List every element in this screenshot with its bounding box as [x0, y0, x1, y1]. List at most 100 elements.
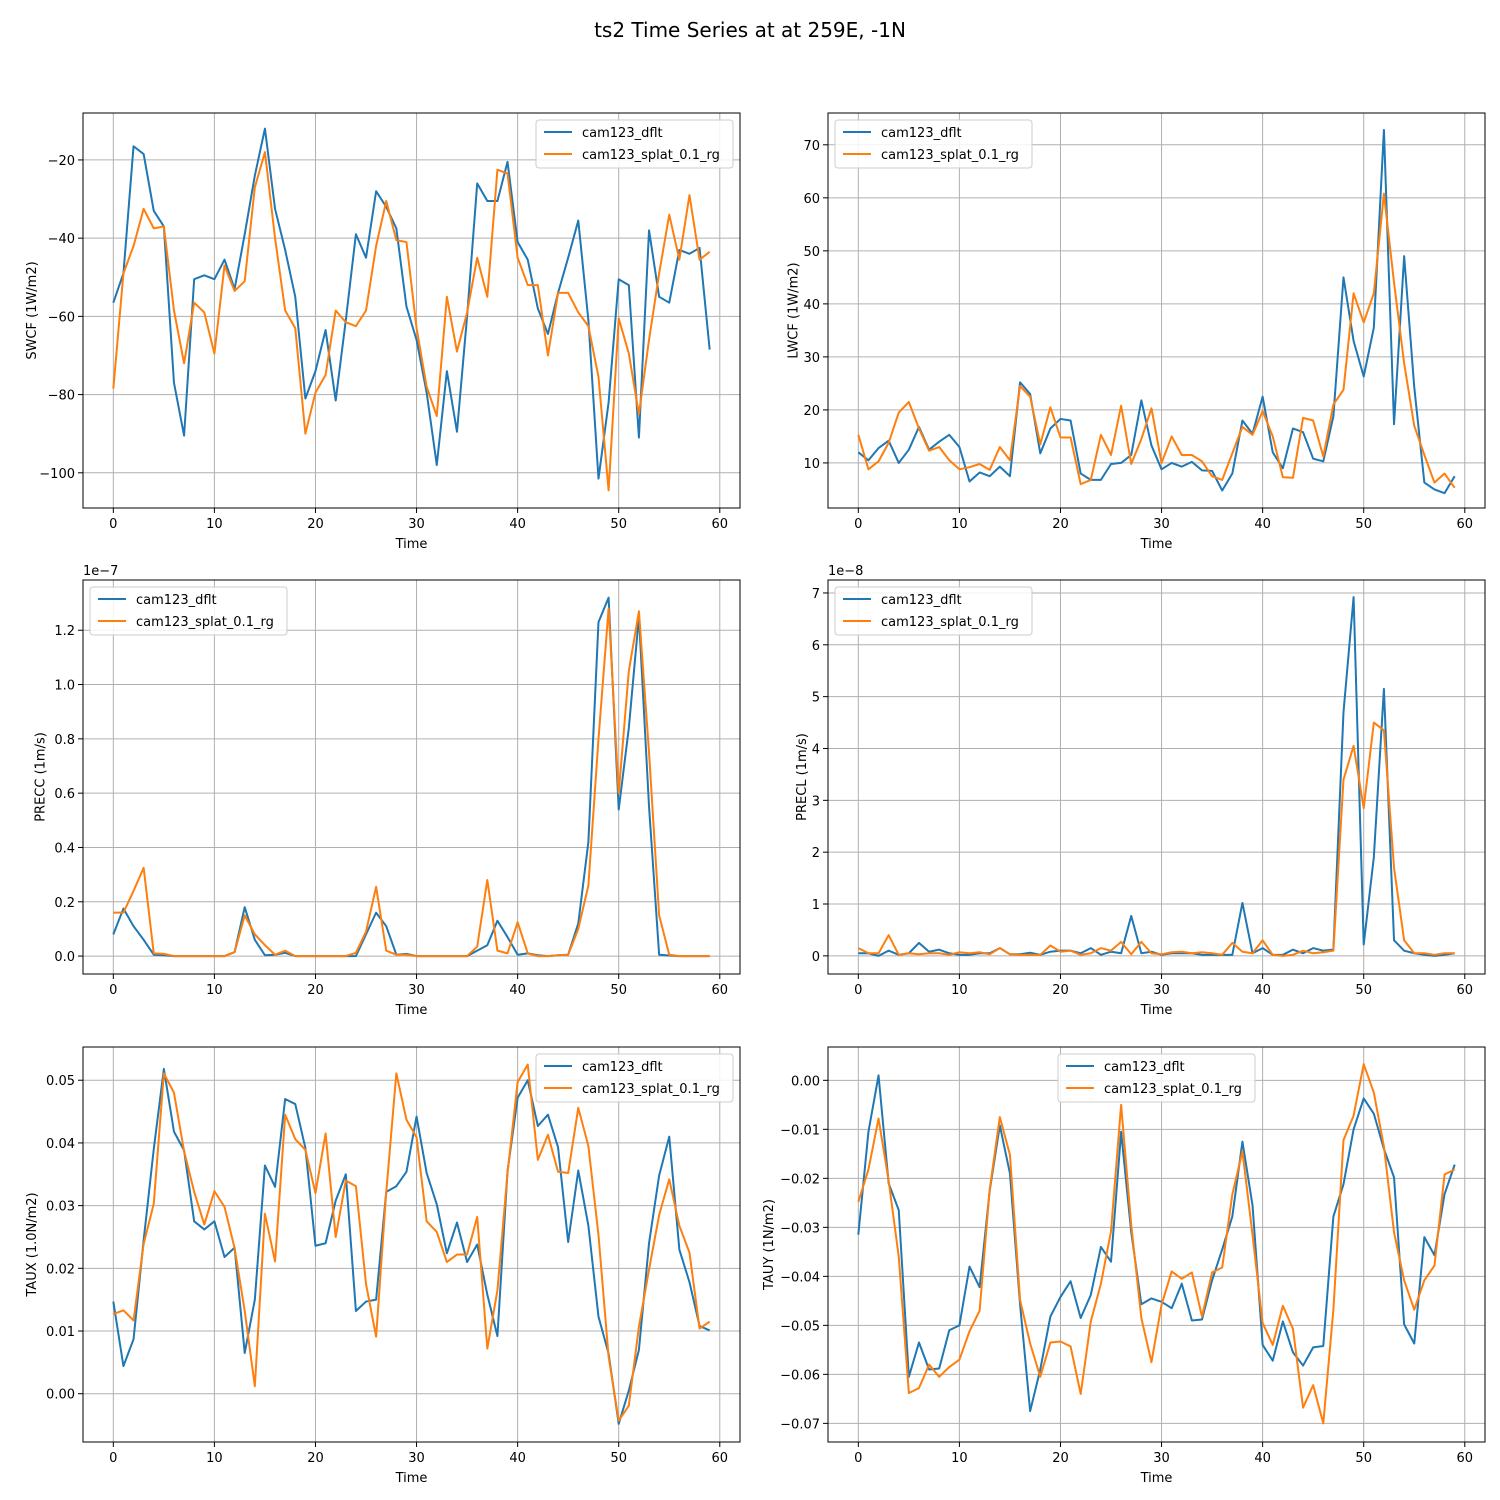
subplot-4: 0 10 20 30 40 50 60 0 1 2 3 4 5 6 7 1e−8 Time PRECL (1m/s…: [795, 564, 1486, 1018]
y-tick-label: 40: [803, 298, 820, 313]
y-tick-label: −0.06: [780, 1368, 820, 1383]
x-tick-label: 10: [206, 983, 223, 998]
y-tick-label: −0.01: [780, 1123, 820, 1138]
y-tick-label: −100: [39, 467, 75, 482]
axes-frame: [827, 579, 1486, 975]
y-axis-label: TAUX (1.0N/m2): [25, 1192, 40, 1297]
legend-label: cam123_splat_0.1_rg: [582, 148, 720, 163]
x-tick-label: 10: [206, 1451, 223, 1466]
x-tick-label: 50: [610, 983, 627, 998]
y-tick-label: 1: [812, 898, 820, 913]
x-tick-label: 60: [712, 983, 729, 998]
axes-frame: [82, 1046, 741, 1443]
y-tick-label: 50: [803, 245, 820, 260]
y-tick-label: 0.05: [46, 1074, 75, 1089]
y-axis-label: PRECC (1m/s): [33, 732, 48, 822]
y-tick-label: 0.6: [54, 787, 75, 802]
figure-title: ts2 Time Series at at 259E, -1N: [594, 18, 906, 42]
legend-label: cam123_splat_0.1_rg: [136, 615, 274, 630]
series-line-1: [112, 127, 711, 480]
x-tick-label: 20: [1052, 1451, 1069, 1466]
x-tick-label: 60: [712, 1451, 729, 1466]
series-line-2: [857, 192, 1456, 489]
subplot-3: 0 10 20 30 40 50 60 0.0 0.2 0.4 0.6 0.8 1.0 1.2 1e−7 Ti…: [33, 564, 741, 1018]
y-tick-label: −80: [48, 389, 75, 404]
y-axis-label: LWCF (1W/m2): [787, 262, 802, 358]
x-tick-label: 0: [854, 517, 862, 532]
y-tick-label: −0.07: [780, 1417, 820, 1432]
offset-text: 1e−7: [83, 564, 118, 579]
x-tick-label: 40: [1254, 517, 1271, 532]
x-axis-label: Time: [1140, 1003, 1173, 1018]
y-tick-label: 0.8: [54, 733, 75, 748]
y-tick-label: −0.04: [780, 1270, 820, 1285]
y-tick-label: −0.05: [780, 1319, 820, 1334]
offset-text: 1e−8: [828, 564, 863, 579]
y-tick-label: 0.00: [791, 1074, 820, 1089]
x-tick-label: 10: [206, 517, 223, 532]
y-tick-label: −0.02: [780, 1172, 820, 1187]
x-tick-label: 20: [307, 517, 324, 532]
x-tick-label: 30: [408, 1451, 425, 1466]
x-tick-label: 40: [1254, 983, 1271, 998]
subplot-1: 0 10 20 30 40 50 60 −100 −80 −60 −40 −20 Time SWCF (1…: [25, 112, 741, 552]
x-tick-label: 30: [1153, 1451, 1170, 1466]
y-tick-label: −60: [48, 310, 75, 325]
legend-label: cam123_splat_0.1_rg: [582, 1082, 720, 1097]
x-tick-label: 10: [951, 1451, 968, 1466]
x-tick-label: 50: [1355, 1451, 1372, 1466]
y-tick-label: 6: [812, 639, 820, 654]
y-axis-label: PRECL (1m/s): [795, 733, 810, 821]
y-tick-label: 5: [812, 691, 820, 706]
x-tick-label: 20: [307, 983, 324, 998]
subplot-2: 0 10 20 30 40 50 60 10 20 30 40 50 60 70 Time LWCF (1W/…: [787, 112, 1486, 552]
x-tick-label: 50: [610, 517, 627, 532]
x-tick-label: 0: [854, 983, 862, 998]
x-tick-label: 30: [1153, 983, 1170, 998]
y-tick-label: 0.02: [46, 1262, 75, 1277]
legend-label: cam123_dflt: [881, 126, 962, 141]
series-line-2: [857, 721, 1455, 957]
y-tick-label: 0.03: [46, 1200, 75, 1215]
y-tick-label: 0.01: [46, 1325, 75, 1340]
legend-label: cam123_splat_0.1_rg: [1104, 1082, 1242, 1097]
y-tick-label: 2: [812, 846, 820, 861]
x-tick-label: 50: [1355, 517, 1372, 532]
legend-label: cam123_splat_0.1_rg: [881, 615, 1019, 630]
series-line-2: [112, 151, 711, 492]
legend-box: [834, 586, 1033, 636]
series-line-2: [113, 607, 710, 958]
x-tick-label: 20: [307, 1451, 324, 1466]
x-tick-label: 30: [1153, 517, 1170, 532]
y-tick-label: 0: [812, 950, 820, 965]
series-line-1: [857, 1074, 1456, 1413]
x-tick-label: 20: [1052, 983, 1069, 998]
y-axis-label: TAUY (1N/m2): [762, 1199, 777, 1291]
legend-label: cam123_dflt: [1104, 1060, 1185, 1075]
legend-label: cam123_dflt: [582, 126, 663, 141]
subplot-5: 0 10 20 30 40 50 60 0.00 0.01 0.02 0.03 0.04 0.05 Tim…: [25, 1046, 741, 1486]
y-tick-label: 1.2: [54, 624, 75, 639]
legend-box: [535, 1053, 734, 1103]
y-tick-label: 7: [812, 587, 820, 602]
x-axis-label: Time: [395, 1003, 428, 1018]
legend-box: [89, 586, 288, 636]
x-tick-label: 40: [509, 1451, 526, 1466]
x-tick-label: 0: [854, 1451, 862, 1466]
x-tick-label: 0: [109, 1451, 117, 1466]
axes-frame: [827, 1046, 1486, 1443]
y-tick-label: 1.0: [54, 679, 75, 694]
x-tick-label: 30: [408, 983, 425, 998]
x-axis-label: Time: [395, 1471, 428, 1486]
y-axis-label: SWCF (1W/m2): [25, 261, 40, 359]
y-tick-label: −20: [48, 154, 75, 169]
legend: cam123_dflt cam123_splat_0.1_rg: [535, 119, 734, 169]
y-tick-label: 0.00: [46, 1388, 75, 1403]
y-tick-label: 60: [803, 192, 820, 207]
x-axis-label: Time: [1140, 537, 1173, 552]
legend-box: [834, 119, 1033, 169]
x-tick-label: 40: [509, 517, 526, 532]
y-tick-label: 20: [803, 404, 820, 419]
